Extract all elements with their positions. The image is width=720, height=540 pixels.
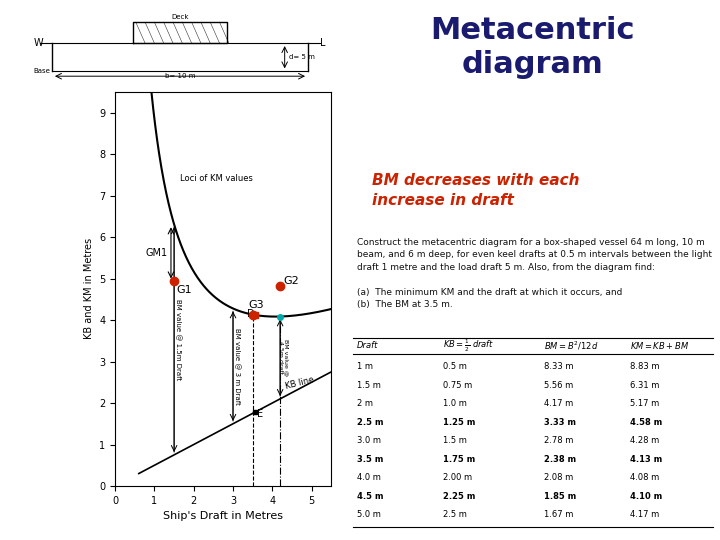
Text: 1.5 m: 1.5 m [357,381,381,390]
Text: 2 m: 2 m [357,399,373,408]
Text: $KB = \frac{1}{2}\ draft$: $KB = \frac{1}{2}\ draft$ [443,338,495,354]
Text: BM value @
4.5m draft: BM value @ 4.5m draft [279,339,289,376]
Text: 4.0 m: 4.0 m [357,473,381,482]
Text: 2.25 m: 2.25 m [443,491,475,501]
Text: 2.5 m: 2.5 m [357,417,383,427]
Text: 8.83 m: 8.83 m [630,362,660,371]
Text: 4.5 m: 4.5 m [357,491,383,501]
Text: BM decreases with each
increase in draft: BM decreases with each increase in draft [372,173,580,207]
Text: 1.0 m: 1.0 m [443,399,467,408]
Text: G2: G2 [283,276,299,286]
Text: d= 5 m: d= 5 m [289,54,315,60]
Text: Base: Base [33,68,50,75]
Text: 2.08 m: 2.08 m [544,473,573,482]
Text: 3.0 m: 3.0 m [357,436,381,445]
Text: 2.00 m: 2.00 m [443,473,472,482]
Text: 2.78 m: 2.78 m [544,436,573,445]
Text: GM1: GM1 [145,248,168,258]
Text: 4.10 m: 4.10 m [630,491,662,501]
Text: 2.5 m: 2.5 m [443,510,467,519]
Text: 5.17 m: 5.17 m [630,399,660,408]
Text: 3.5 m: 3.5 m [357,455,383,464]
Text: 8.33 m: 8.33 m [544,362,574,371]
Text: L: L [320,38,325,48]
Text: BM value @ 1.5m Draft: BM value @ 1.5m Draft [174,299,181,380]
Y-axis label: KB and KM in Metres: KB and KM in Metres [84,238,94,340]
Text: 6.31 m: 6.31 m [630,381,660,390]
Text: 2.38 m: 2.38 m [544,455,576,464]
Text: 0.5 m: 0.5 m [443,362,467,371]
Text: $BM = B^2/12d$: $BM = B^2/12d$ [544,340,598,352]
Text: 1.85 m: 1.85 m [544,491,576,501]
Text: 1.67 m: 1.67 m [544,510,573,519]
Text: Loci of KM values: Loci of KM values [180,174,253,183]
Text: D: D [247,309,254,319]
Text: Draft: Draft [357,341,378,350]
Text: $KM = KB + BM$: $KM = KB + BM$ [630,340,690,351]
Text: b= 10 m: b= 10 m [165,73,195,79]
Text: 4.17 m: 4.17 m [544,399,573,408]
Text: E: E [256,409,263,420]
Text: 4.58 m: 4.58 m [630,417,662,427]
Text: Construct the metacentric diagram for a box-shaped vessel 64 m long, 10 m
beam, : Construct the metacentric diagram for a … [357,238,712,309]
Text: 1.5 m: 1.5 m [443,436,467,445]
Text: 4.08 m: 4.08 m [630,473,660,482]
Text: KB line: KB line [284,375,315,390]
Text: Deck: Deck [171,15,189,21]
Text: G3: G3 [248,300,264,310]
X-axis label: Ship's Draft in Metres: Ship's Draft in Metres [163,511,283,521]
Text: BM value @ 3 m Draft: BM value @ 3 m Draft [233,328,240,404]
Text: 3.33 m: 3.33 m [544,417,576,427]
Text: 4.17 m: 4.17 m [630,510,660,519]
Text: 5.56 m: 5.56 m [544,381,573,390]
Text: 5.0 m: 5.0 m [357,510,381,519]
Text: 4.28 m: 4.28 m [630,436,660,445]
Text: 4.13 m: 4.13 m [630,455,662,464]
Text: W: W [33,38,43,48]
Text: G1: G1 [176,285,192,295]
Text: 0.75 m: 0.75 m [443,381,472,390]
Text: Metacentric
diagram: Metacentric diagram [431,16,635,79]
Text: 1 m: 1 m [357,362,373,371]
Text: 1.75 m: 1.75 m [443,455,475,464]
Text: 1.25 m: 1.25 m [443,417,475,427]
